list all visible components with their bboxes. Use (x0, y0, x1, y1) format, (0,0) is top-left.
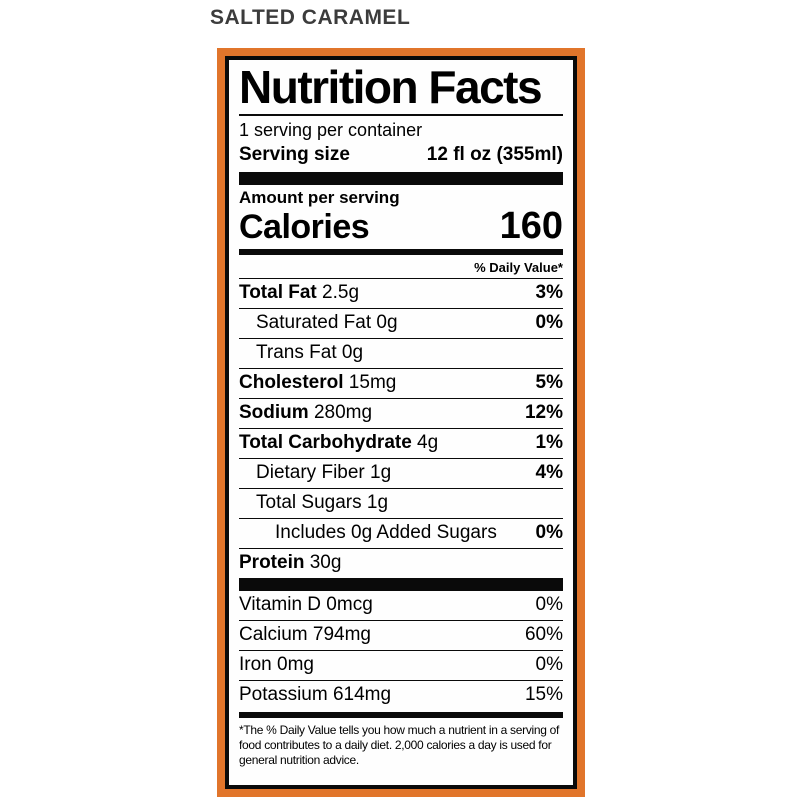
nutrient-daily-value: 3% (535, 281, 563, 303)
nutrient-amount: 0mcg (321, 593, 373, 615)
nutrient-daily-value: 60% (524, 623, 563, 645)
servings-per-container: 1 serving per container (239, 119, 423, 140)
nutrition-facts-heading: Nutrition Facts (239, 64, 563, 116)
nutrient-row: Dietary Fiber 1g 4% (239, 457, 563, 488)
nutrient-row: Saturated Fat 0g 0% (239, 307, 563, 338)
calories-row: Calories 160 (239, 204, 563, 247)
nutrient-amount: 15mg (343, 371, 397, 393)
nutrient-amount: 30g (304, 551, 342, 573)
serving-size-row: Serving size 12 fl oz (355ml) (239, 144, 563, 172)
separator-thick (239, 577, 563, 590)
nutrient-row: Cholesterol 15mg 5% (239, 367, 563, 398)
label-black-frame: Nutrition Facts 1 serving per container … (225, 56, 577, 789)
nutrient-amount: 0g (371, 311, 398, 333)
nutrient-row: Total Carbohydrate 4g 1% (239, 427, 563, 458)
footnote-text: *The % Daily Value tells you how much a … (239, 722, 560, 767)
nutrient-daily-value: 12% (524, 401, 563, 423)
calories-value: 160 (499, 204, 563, 247)
nutrient-row: Total Sugars 1g (239, 487, 563, 518)
nutrients-list: Total Fat 2.5g 3% Saturated Fat 0g 0% Tr… (239, 277, 563, 578)
nutrient-daily-value: 0% (535, 521, 563, 543)
nutrient-amount: 794mg (307, 623, 371, 645)
nutrient-row: Protein 30g (239, 547, 563, 578)
nutrient-name: Total Carbohydrate (239, 431, 412, 453)
nutrient-name: Calcium (239, 623, 308, 645)
nutrient-name: Sodium (239, 401, 309, 423)
nutrient-name: Includes 0g Added Sugars (275, 521, 497, 543)
nutrient-row: Total Fat 2.5g 3% (239, 277, 563, 308)
nutrient-daily-value: 5% (535, 371, 563, 393)
nutrient-amount: 280mg (308, 401, 373, 423)
daily-value-header: % Daily Value* (474, 259, 563, 275)
nutrient-name: Trans Fat (256, 341, 337, 363)
nutrient-amount: 0mg (271, 653, 314, 675)
vitamin-row: Vitamin D 0mcg 0% (239, 589, 563, 620)
nutrient-daily-value: 1% (535, 431, 563, 453)
nutrition-label: Nutrition Facts 1 serving per container … (217, 48, 585, 797)
nutrient-name: Saturated Fat (256, 311, 372, 333)
serving-size-label: Serving size (239, 143, 350, 165)
nutrient-name: Vitamin D (239, 593, 322, 615)
nutrient-name: Total Sugars (256, 491, 362, 513)
nutrient-row: Includes 0g Added Sugars 0% (239, 517, 563, 548)
nutrient-row: Sodium 280mg 12% (239, 397, 563, 428)
nutrient-amount: 614mg (327, 683, 392, 705)
nutrient-amount: 0g (336, 341, 364, 363)
serving-size-value: 12 fl oz (355ml) (426, 143, 563, 165)
nutrient-name: Total Fat (239, 281, 317, 303)
nutrient-name: Protein (239, 551, 305, 573)
page-title: SALTED CARAMEL (210, 6, 411, 29)
nutrient-amount: 2.5g (316, 281, 360, 303)
label-inner: Nutrition Facts 1 serving per container … (229, 60, 573, 785)
nutrient-name: Iron (239, 653, 272, 675)
amount-per-serving-label: Amount per serving (239, 188, 400, 208)
vitamins-list: Vitamin D 0mcg 0% Calcium 794mg 60% Iron… (239, 589, 563, 710)
calories-label: Calories (239, 207, 370, 246)
nutrient-daily-value: 0% (535, 311, 563, 333)
separator-medium (239, 711, 563, 718)
nutrient-daily-value: 15% (524, 683, 563, 705)
separator-medium (239, 248, 563, 255)
nutrient-name: Cholesterol (239, 371, 344, 393)
nutrient-amount: 4g (411, 431, 439, 453)
nutrient-row: Trans Fat 0g (239, 337, 563, 368)
nutrient-name: Dietary Fiber (256, 461, 365, 483)
vitamin-row: Potassium 614mg 15% (239, 679, 563, 710)
vitamin-row: Iron 0mg 0% (239, 649, 563, 680)
vitamin-row: Calcium 794mg 60% (239, 619, 563, 650)
nutrient-daily-value: 0% (535, 593, 563, 615)
nutrient-daily-value: 4% (535, 461, 563, 483)
nutrient-daily-value: 0% (535, 653, 563, 675)
nutrient-name: Potassium (239, 683, 328, 705)
separator-thick (239, 172, 563, 186)
nutrient-amount: 1g (361, 491, 389, 513)
nutrient-amount: 1g (364, 461, 392, 483)
